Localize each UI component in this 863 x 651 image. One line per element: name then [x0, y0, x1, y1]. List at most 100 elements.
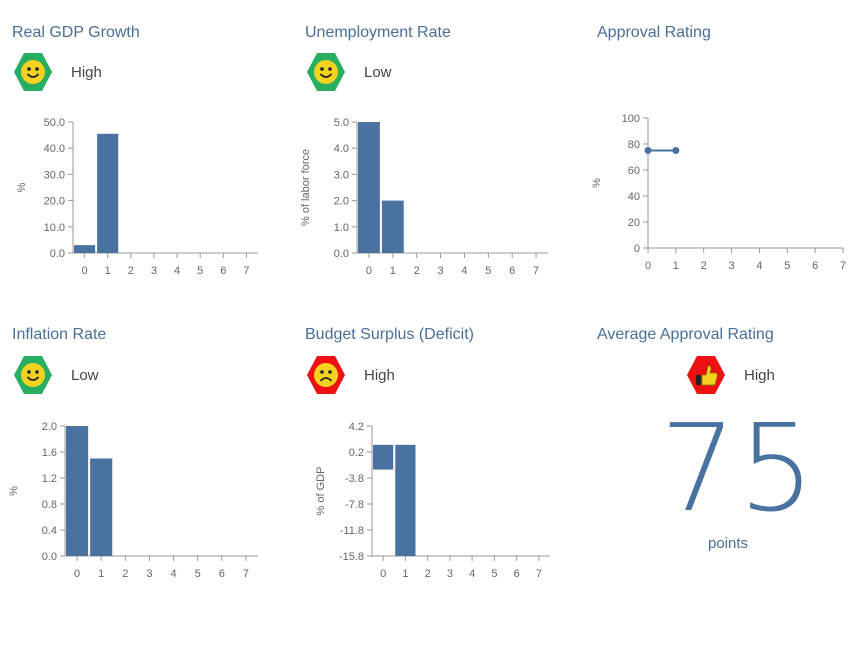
y-tick-label: 0.0 [334, 248, 349, 260]
data-point [672, 147, 680, 154]
y-tick-label: 40 [628, 191, 640, 203]
y-tick-label: 0.8 [42, 499, 57, 511]
y-tick-label: 2.0 [334, 196, 349, 208]
x-tick-label: 1 [673, 260, 679, 272]
x-tick-label: 0 [645, 260, 651, 272]
happy-face-icon [307, 53, 345, 91]
x-tick-label: 2 [425, 568, 431, 580]
bar [74, 245, 96, 253]
sad-face-icon [307, 356, 345, 394]
x-tick-label: 6 [219, 568, 225, 580]
y-tick-label: 100 [622, 113, 640, 125]
y-tick-label: 0.2 [349, 447, 364, 459]
y-tick-label: 4.0 [334, 143, 349, 155]
x-tick-label: 3 [146, 568, 152, 580]
average-approval-unit: points [708, 535, 749, 552]
x-tick-label: 5 [485, 265, 491, 277]
status-row: Low [305, 51, 392, 93]
panel-title: Budget Surplus (Deficit) [305, 326, 474, 343]
x-tick-label: 5 [197, 265, 203, 277]
x-tick-label: 1 [390, 265, 396, 277]
bar [373, 444, 394, 470]
y-tick-label: 1.6 [42, 447, 57, 459]
x-tick-label: 7 [243, 568, 249, 580]
status-row: High [305, 354, 395, 396]
happy-face-icon [14, 356, 52, 394]
y-tick-label: 1.0 [334, 222, 349, 234]
y-tick-label: 0 [634, 243, 640, 255]
panel-title: Real GDP Growth [12, 24, 140, 41]
x-tick-label: 6 [812, 260, 818, 272]
status-row: Low [12, 354, 99, 396]
x-tick-label: 2 [414, 265, 420, 277]
chart-approval: 0 20 40 60 80 100% 0 1 2 3 4 5 6 7 [591, 113, 846, 272]
y-tick-label: 60 [628, 165, 640, 177]
x-tick-label: 5 [195, 568, 201, 580]
x-tick-label: 1 [105, 265, 111, 277]
y-tick-label: 3.0 [334, 169, 349, 181]
bar [90, 458, 113, 556]
status-label: Low [71, 366, 99, 384]
status-label: High [364, 366, 395, 384]
average-approval-value: 75 [660, 400, 817, 539]
y-tick-label: 0.0 [50, 248, 65, 260]
y-tick-label: 80 [628, 139, 640, 151]
x-tick-label: 4 [174, 265, 180, 277]
y-tick-label: 1.2 [42, 473, 57, 485]
status-label: Low [364, 63, 392, 81]
panel-title: Inflation Rate [12, 326, 107, 343]
chart-budget: -15.8 -11.8 -7.8 -3.8 0.2 4.2 % of GDP 0 1 2 3 4 5 6 7 [315, 421, 550, 580]
panel-title: Approval Rating [597, 24, 711, 41]
y-tick-label: 10.0 [44, 222, 65, 234]
x-tick-label: 0 [380, 568, 386, 580]
chart-unemployment: 0.0 1.0 2.0 3.0 4.0 5.0 % of labor force 0 1 2 3 4 5… [300, 117, 548, 277]
y-tick-label: 40.0 [44, 143, 65, 155]
y-axis-label: % of labor force [300, 149, 312, 226]
chart-inflation: 0.0 0.4 0.8 1.2 1.6 2.0% 0 1 2 3 4 5 6 7 [8, 421, 258, 580]
y-tick-label: 4.2 [349, 421, 364, 433]
data-point [644, 147, 652, 154]
bar [97, 133, 119, 253]
y-tick-label: -15.8 [339, 551, 364, 563]
x-tick-label: 6 [514, 568, 520, 580]
y-axis-label: % [8, 486, 20, 496]
y-tick-label: 2.0 [42, 421, 57, 433]
x-tick-label: 2 [128, 265, 134, 277]
x-tick-label: 3 [447, 568, 453, 580]
y-tick-label: 50.0 [44, 117, 65, 129]
panel-title: Unemployment Rate [305, 24, 451, 41]
y-tick-label: -3.8 [345, 473, 364, 485]
x-tick-label: 1 [402, 568, 408, 580]
y-tick-label: 20 [628, 217, 640, 229]
bar [358, 122, 380, 253]
happy-face-icon [14, 53, 52, 91]
x-tick-label: 3 [438, 265, 444, 277]
x-tick-label: 7 [243, 265, 249, 277]
status-label: High [71, 63, 102, 81]
x-tick-label: 5 [491, 568, 497, 580]
status-row: High [12, 51, 102, 93]
x-tick-label: 6 [220, 265, 226, 277]
x-tick-label: 4 [461, 265, 467, 277]
x-tick-label: 4 [756, 260, 762, 272]
x-tick-label: 0 [74, 568, 80, 580]
panel-title: Average Approval Rating [597, 326, 774, 343]
x-tick-label: 2 [701, 260, 707, 272]
x-tick-label: 7 [536, 568, 542, 580]
x-tick-label: 0 [82, 265, 88, 277]
x-tick-label: 6 [509, 265, 515, 277]
x-tick-label: 4 [171, 568, 177, 580]
chart-gdp: 0.0 10.0 20.0 30.0 40.0 50.0% 0 1 2 3 4 5 6 7 [16, 117, 258, 277]
y-tick-label: -7.8 [345, 499, 364, 511]
x-tick-label: 2 [122, 568, 128, 580]
bar [66, 426, 89, 556]
x-tick-label: 1 [98, 568, 104, 580]
y-axis-label: % [591, 178, 603, 188]
y-tick-label: -11.8 [340, 525, 364, 537]
thumbs-up-icon [687, 356, 725, 394]
bar [381, 200, 404, 253]
y-axis-label: % [16, 182, 28, 192]
x-tick-label: 5 [784, 260, 790, 272]
y-tick-label: 20.0 [44, 196, 65, 208]
x-tick-label: 7 [533, 265, 539, 277]
